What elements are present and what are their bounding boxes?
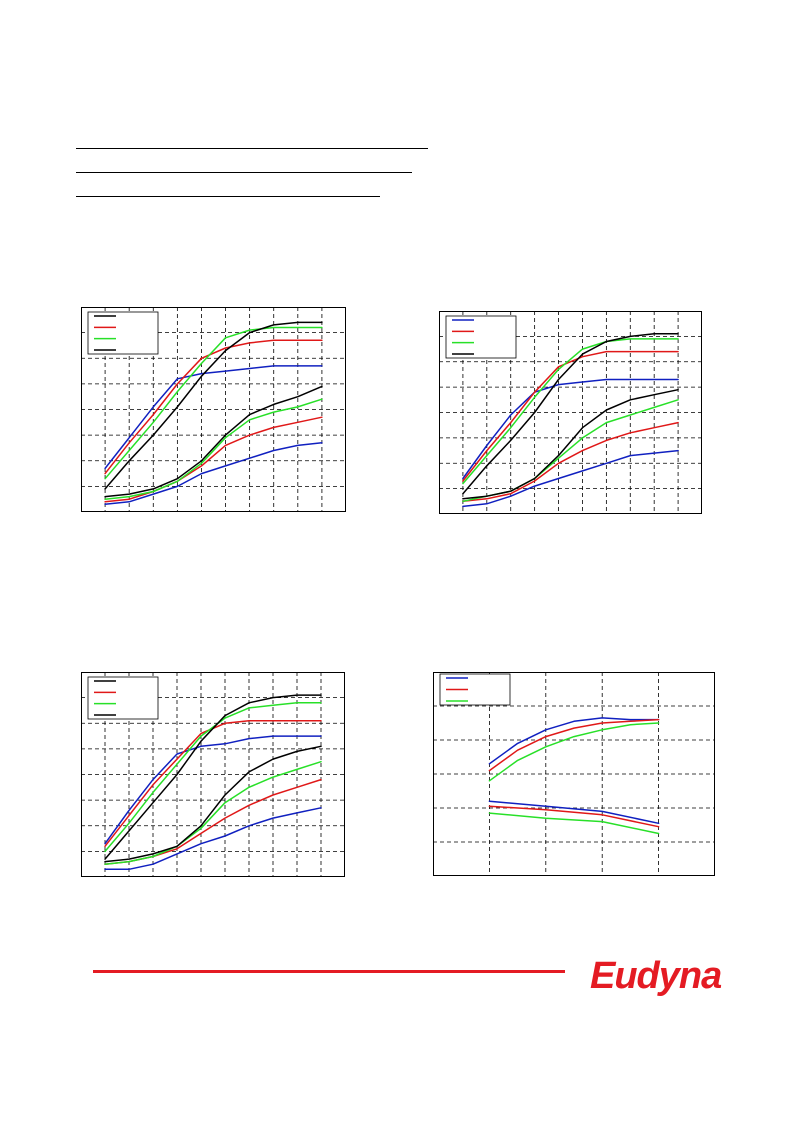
series-line-2	[104, 339, 323, 475]
series-line-6	[488, 812, 660, 835]
chart-legend	[87, 676, 159, 720]
series-line-7	[104, 760, 322, 865]
series-line-7	[104, 398, 323, 500]
series-line-3	[462, 338, 679, 485]
chart-legend	[445, 315, 517, 359]
header-rule-2	[76, 172, 412, 173]
series-line-6	[104, 416, 323, 503]
series-line-5	[104, 807, 322, 871]
chart-top-right	[439, 311, 702, 514]
series-line-3	[104, 326, 323, 480]
header-rule-3	[76, 196, 380, 197]
series-line-1	[104, 735, 322, 845]
series-line-5	[104, 442, 323, 506]
series-line-1	[104, 365, 323, 470]
chart-bottom-right	[433, 672, 715, 876]
eudyna-logo: Eudyna	[588, 952, 730, 1001]
series-line-8	[104, 385, 323, 498]
series-line-2	[462, 350, 679, 482]
series-line-5	[462, 449, 679, 508]
series-line-8	[104, 745, 322, 863]
series-line-3	[104, 702, 322, 853]
header-rule-1	[76, 148, 428, 149]
series-line-8	[462, 388, 679, 500]
chart-top-left	[81, 307, 346, 512]
series-line-3	[488, 722, 660, 782]
chart-bottom-left	[81, 672, 345, 877]
footer-divider	[93, 970, 565, 973]
series-line-4	[488, 800, 660, 825]
series-line-1	[462, 378, 679, 480]
series-line-1	[488, 717, 660, 765]
logo-wordmark: Eudyna	[590, 955, 722, 996]
series-line-2	[488, 718, 660, 772]
chart-legend	[439, 673, 511, 706]
series-line-6	[462, 421, 679, 503]
series-line-5	[488, 805, 660, 828]
chart-legend	[87, 311, 159, 355]
series-line-4	[104, 694, 322, 860]
series-line-4	[462, 333, 679, 495]
series-line-4	[104, 321, 323, 490]
